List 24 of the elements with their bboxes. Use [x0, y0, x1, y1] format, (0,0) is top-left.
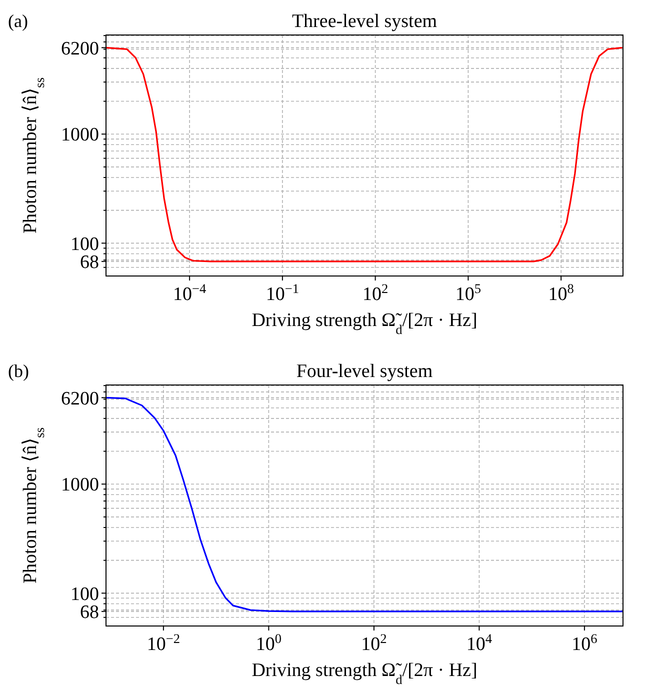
x-tick-label: 10$^{2}$ — [361, 630, 387, 655]
x-tick-label: 10$^{4}$ — [466, 630, 492, 655]
y-tick-label: 1000 — [61, 124, 99, 146]
x-tick-label: 10$^{6}$ — [572, 630, 598, 655]
y-tick-label: 100 — [70, 234, 99, 255]
y-tick-label: 68 — [80, 252, 99, 274]
text: (a) — [8, 11, 28, 31]
x-tick-label: 10$^{5}$ — [455, 280, 482, 305]
y-tick-label: 1000 — [61, 474, 99, 496]
x-tick-label: 10$^{−4}$ — [172, 280, 206, 305]
text: (b) — [8, 361, 29, 381]
x-tick-label: 10$^{−1}$ — [266, 280, 300, 305]
y-tick-label: 6200 — [61, 388, 99, 410]
x-tick-label: 10$^{2}$ — [362, 280, 388, 305]
y-tick-label: 100 — [70, 584, 99, 605]
chart-title: Three-level system — [292, 11, 438, 32]
x-axis-title: Driving strength Ω̃$_{d}$/[2π · Hz] — [252, 660, 478, 686]
y-tick-label: 6200 — [61, 38, 99, 60]
x-tick-label: 10$^{−2}$ — [146, 630, 180, 655]
x-tick-label: 10$^{0}$ — [256, 630, 282, 655]
x-axis-title: Driving strength Ω̃$_{d}$/[2π · Hz] — [252, 310, 478, 336]
y-tick-label: 68 — [80, 602, 99, 624]
x-tick-label: 10$^{8}$ — [548, 280, 574, 305]
chart-title: Four-level system — [296, 361, 433, 382]
